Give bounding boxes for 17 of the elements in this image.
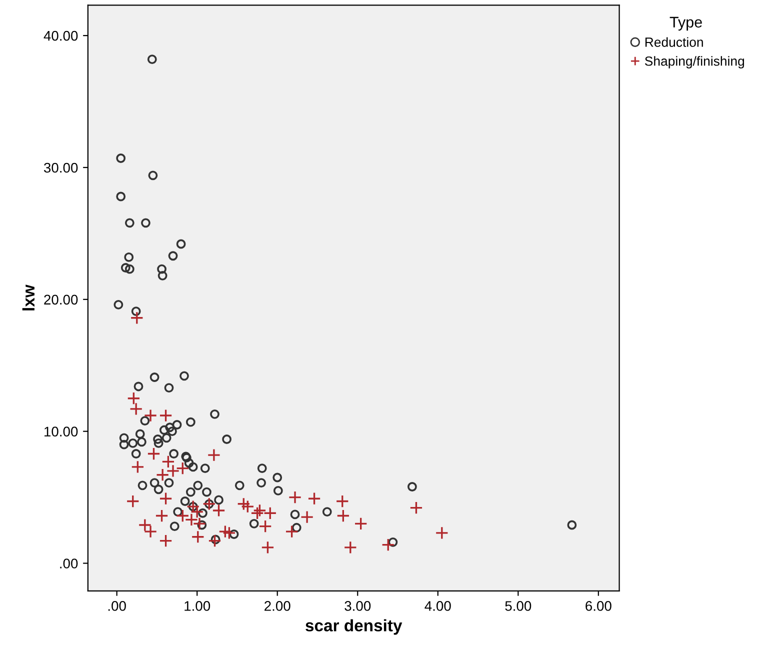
x-tick-label: 4.00 <box>424 601 451 611</box>
y-tick-label: 20.00 <box>44 294 78 305</box>
legend-label: Shaping/finishing <box>644 56 744 68</box>
legend-label: Reduction <box>645 37 703 47</box>
x-tick-label: 3.00 <box>344 601 371 611</box>
y-axis-title: lxw <box>22 284 34 310</box>
x-tick-label: 1.00 <box>184 601 210 611</box>
x-axis-title: scar density <box>306 619 402 635</box>
y-tick-label: 10.00 <box>44 426 78 437</box>
y-tick-label: 40.00 <box>44 30 78 41</box>
y-tick-label: .00 <box>60 558 78 568</box>
legend-title: Type <box>670 16 702 31</box>
x-tick-label: 6.00 <box>586 601 612 611</box>
y-tick-label: 30.00 <box>44 162 78 173</box>
x-tick-label: .00 <box>108 601 126 611</box>
x-tick-label: 5.00 <box>505 601 532 611</box>
x-tick-label: 2.00 <box>264 601 290 611</box>
